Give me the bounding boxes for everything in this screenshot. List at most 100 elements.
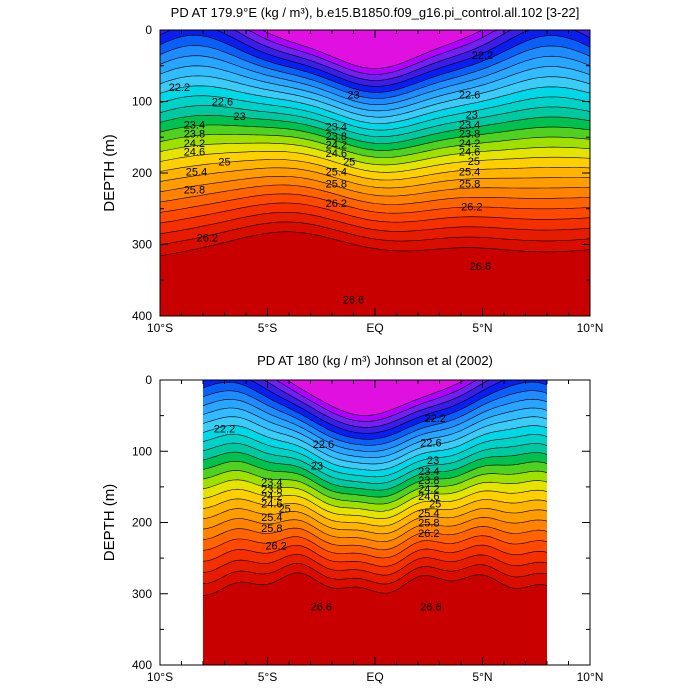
contour-label: 25.4 (326, 167, 347, 179)
contour-line-25 (202, 508, 548, 535)
x-tick-label: 10°N (577, 670, 604, 684)
y-tick-label: 0 (145, 373, 152, 387)
contour-label: 23.8 (184, 129, 205, 141)
contour-label: 26.6 (420, 602, 441, 614)
contour-line-23 (159, 75, 591, 118)
contour-band-21.4 (203, 380, 547, 416)
contour-line-23.6 (202, 442, 548, 484)
contour-line-25.8 (159, 202, 591, 224)
contour-line-25 (159, 167, 590, 189)
contour-fill-model (160, 30, 590, 316)
contour-label: 24.2 (459, 138, 480, 150)
contour-label: 25.4 (186, 167, 207, 179)
y-tick-label: 400 (132, 658, 152, 672)
contour-label: 25.4 (418, 508, 439, 520)
contour-label: 24.6 (261, 498, 282, 510)
contour-label: 26.2 (418, 528, 439, 540)
x-tick-label: EQ (366, 670, 383, 684)
y-tick-label: 0 (145, 23, 152, 37)
contour-label: 23 (347, 89, 359, 101)
contour-line-22 (203, 379, 547, 434)
contour-label: 23 (233, 111, 245, 123)
contour-label: 25.8 (261, 523, 282, 535)
contour-label: 25.8 (459, 179, 480, 191)
contour-label: 25.4 (261, 512, 282, 524)
contour-label: 25 (218, 157, 230, 169)
x-tick-label: EQ (366, 321, 383, 335)
contour-label: 24.2 (184, 138, 205, 150)
x-tick-label: 5°N (472, 321, 492, 335)
contour-label: 24.2 (326, 139, 347, 151)
contour-label: 23.8 (326, 131, 347, 143)
contour-label: 23.8 (418, 475, 439, 487)
contour-label: 25 (279, 503, 291, 515)
contour-line-24.8 (202, 498, 548, 527)
contour-lines-model (159, 29, 591, 256)
y-tick-label: 400 (132, 309, 152, 323)
contour-line-22.8 (159, 65, 591, 112)
contour-label: 26.2 (461, 202, 482, 214)
contour-line-24.4 (159, 142, 591, 166)
panel-model-title: PD AT 179.9°E (kg / m³), b.e15.B1850.f09… (171, 5, 580, 20)
contour-line-26 (159, 212, 591, 235)
contour-line-24.2 (159, 134, 591, 158)
x-tick-label: 10°S (147, 670, 173, 684)
contour-label: 24.6 (326, 148, 347, 160)
contour-label: 24.6 (418, 491, 439, 503)
contour-label: 26.2 (197, 232, 218, 244)
contour-label: 22.6 (420, 438, 441, 450)
contour-line-23.8 (159, 114, 591, 144)
contour-line-24 (202, 461, 548, 498)
y-axis-label-observed: DEPTH (m) (101, 484, 118, 562)
axes-model: 10°S 5°S EQ 5°N 10°N 0 100 200 300 400 (132, 23, 603, 335)
contour-label: 23 (466, 109, 478, 121)
panel-observed: PD AT 180 (kg / m³) Johnson et al (2002)… (101, 353, 603, 684)
contour-line-22.6 (202, 398, 548, 452)
contour-line-25.2 (159, 176, 591, 197)
contour-label: 22.2 (214, 423, 235, 435)
contour-label: 23.4 (418, 466, 439, 478)
axes-observed: 10°S 5°S EQ 5°N 10°N 0 100 200 300 400 (132, 373, 603, 684)
y-axis-label-model: DEPTH (m) (101, 134, 118, 212)
contour-label: 23 (311, 461, 323, 473)
contour-label: 26.6 (343, 295, 364, 307)
y-tick-label: 100 (132, 95, 152, 109)
contour-line-24.6 (202, 488, 548, 519)
contour-label: 23.4 (326, 122, 347, 134)
contour-label: 24.2 (418, 483, 439, 495)
contour-label: 26.6 (470, 261, 491, 273)
contour-line-24.8 (159, 159, 591, 181)
contour-label: 23.4 (459, 119, 480, 131)
x-tick-label: 5°S (258, 670, 277, 684)
contour-label: 23 (427, 455, 439, 467)
y-tick-label: 300 (132, 238, 152, 252)
contour-label: 23.8 (261, 484, 282, 496)
contour-line-25.2 (202, 516, 548, 543)
contour-band-21.4 (160, 30, 590, 69)
contour-line-23.4 (202, 433, 548, 478)
contour-line-24.2 (202, 470, 548, 505)
contour-line-26.4 (159, 231, 591, 256)
x-tick-label: 10°N (577, 321, 604, 335)
contour-label: 22.6 (212, 97, 233, 109)
contour-label: 25.4 (459, 167, 480, 179)
contour-label: 22.2 (169, 82, 190, 94)
contour-label: 23.8 (459, 129, 480, 141)
contour-line-23.2 (159, 85, 591, 124)
contour-line-22.8 (202, 407, 548, 458)
panel-model: PD AT 179.9°E (kg / m³), b.e15.B1850.f09… (101, 5, 603, 335)
contour-label: 24.6 (459, 147, 480, 159)
contour-label: 22.2 (424, 413, 445, 425)
contour-label: 26.2 (265, 540, 286, 552)
contour-line-26 (202, 553, 548, 576)
contour-line-25.6 (202, 535, 548, 559)
contour-line-22.2 (202, 381, 548, 440)
contour-line-23 (202, 416, 548, 465)
contour-label: 26.6 (311, 602, 332, 614)
y-tick-label: 200 (132, 516, 152, 530)
x-tick-label: 5°S (258, 321, 277, 335)
contour-label: 22.2 (472, 50, 493, 62)
contour-line-22.4 (159, 45, 591, 99)
contour-line-25.6 (159, 193, 591, 214)
